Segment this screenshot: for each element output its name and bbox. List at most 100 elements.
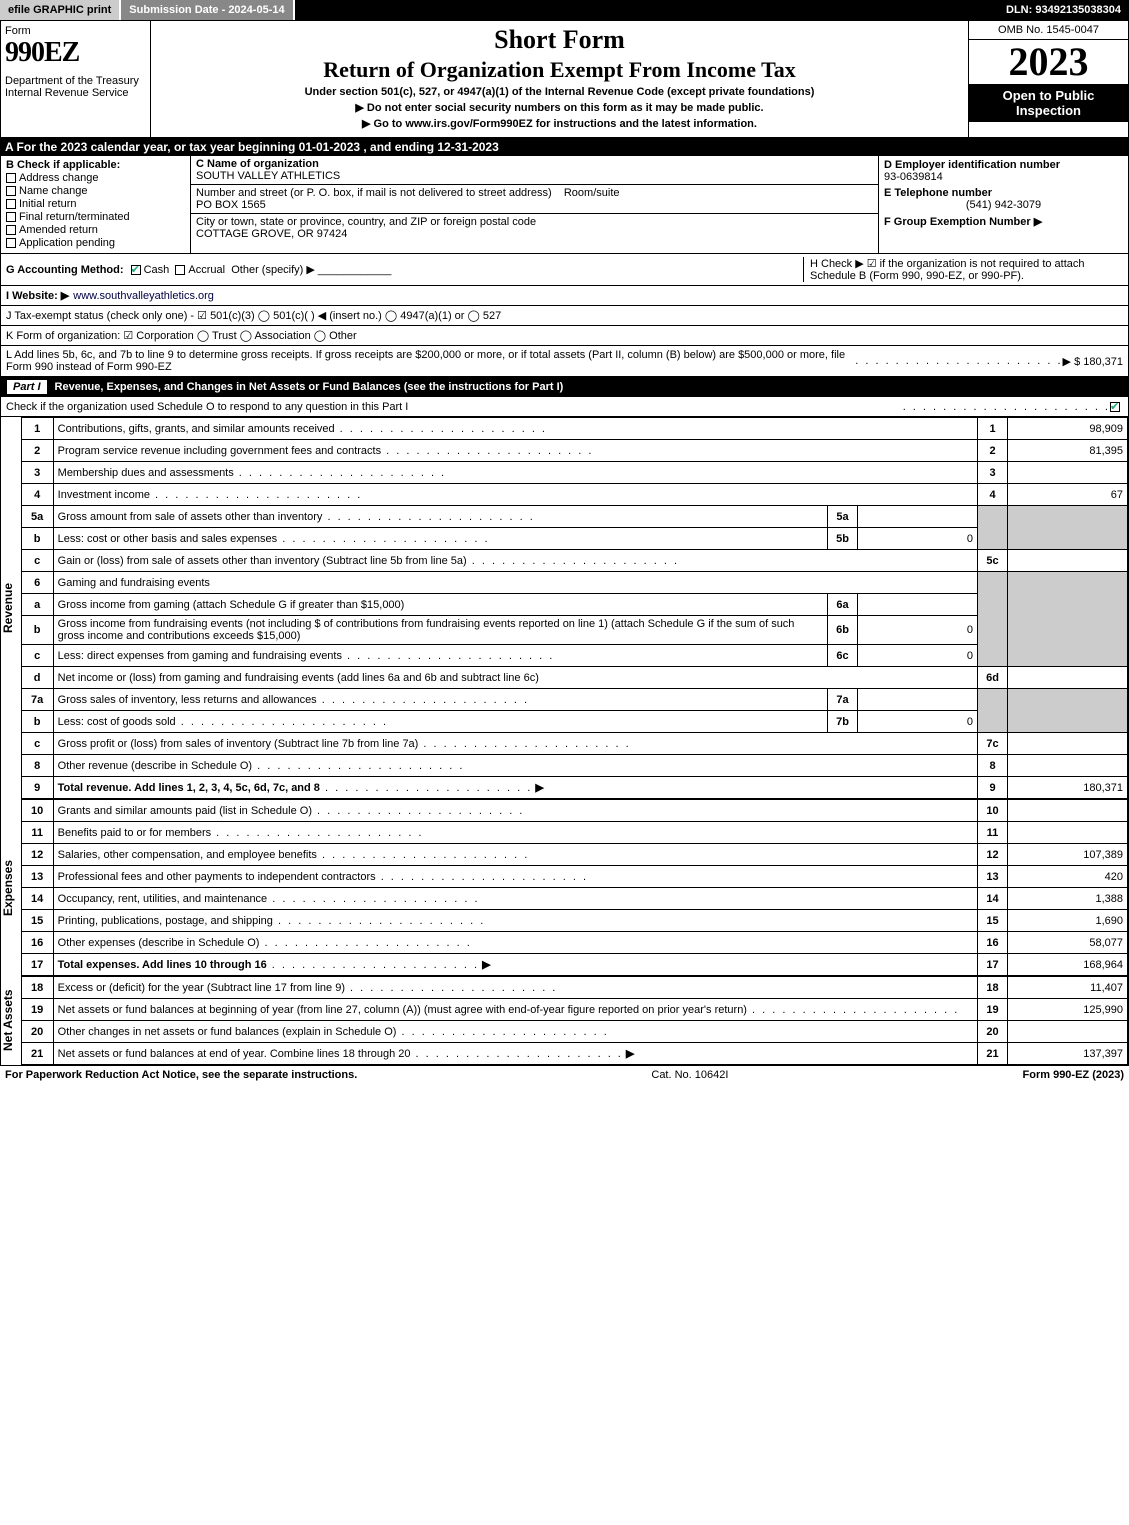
header-left: Form 990EZ Department of the Treasury In… <box>1 21 151 137</box>
line-6b: bGross income from fundraising events (n… <box>21 616 1127 645</box>
efile-print-button[interactable]: efile GRAPHIC print <box>0 0 121 20</box>
line-14: 14Occupancy, rent, utilities, and mainte… <box>21 888 1127 910</box>
line-5b: bLess: cost or other basis and sales exp… <box>21 528 1127 550</box>
addr-row: Number and street (or P. O. box, if mail… <box>191 185 878 214</box>
line-7b: bLess: cost of goods sold7b0 <box>21 711 1127 733</box>
omb-number: OMB No. 1545-0047 <box>969 21 1128 40</box>
line-10: 10Grants and similar amounts paid (list … <box>21 800 1127 822</box>
header-mid: Short Form Return of Organization Exempt… <box>151 21 968 137</box>
expenses-side-label: Expenses <box>1 799 21 976</box>
info-block: B Check if applicable: Address change Na… <box>1 156 1128 254</box>
header-right: OMB No. 1545-0047 2023 Open to Public In… <box>968 21 1128 137</box>
expenses-block: Expenses 10Grants and similar amounts pa… <box>1 799 1128 976</box>
city-row: City or town, state or province, country… <box>191 214 878 242</box>
chk-address-change[interactable]: Address change <box>6 172 185 184</box>
col-def: D Employer identification number 93-0639… <box>878 156 1128 253</box>
revenue-block: Revenue 1Contributions, gifts, grants, a… <box>1 417 1128 799</box>
submission-date: Submission Date - 2024-05-14 <box>121 0 294 20</box>
line-6c: cLess: direct expenses from gaming and f… <box>21 645 1127 667</box>
chk-final-return[interactable]: Final return/terminated <box>6 211 185 223</box>
addr: PO BOX 1565 <box>196 199 266 211</box>
expenses-table: 10Grants and similar amounts paid (list … <box>21 799 1128 976</box>
org-name-row: C Name of organization SOUTH VALLEY ATHL… <box>191 156 878 185</box>
line-18: 18Excess or (deficit) for the year (Subt… <box>21 977 1127 999</box>
goto-link[interactable]: ▶ Go to www.irs.gov/Form990EZ for instru… <box>157 117 962 130</box>
dln: DLN: 93492135038304 <box>998 0 1129 20</box>
form-container: Form 990EZ Department of the Treasury In… <box>0 20 1129 1066</box>
c-label: C Name of organization <box>196 158 319 170</box>
chk-accrual[interactable] <box>175 265 185 275</box>
line-20: 20Other changes in net assets or fund ba… <box>21 1021 1127 1043</box>
chk-cash[interactable] <box>131 265 141 275</box>
no-ssn: ▶ Do not enter social security numbers o… <box>157 101 962 114</box>
col-c: C Name of organization SOUTH VALLEY ATHL… <box>191 156 878 253</box>
footer-right: Form 990-EZ (2023) <box>1023 1069 1124 1081</box>
line-3: 3Membership dues and assessments3 <box>21 462 1127 484</box>
line-5c: cGain or (loss) from sale of assets othe… <box>21 550 1127 572</box>
return-title: Return of Organization Exempt From Incom… <box>157 57 962 83</box>
row-i: I Website: ▶ www.southvalleyathletics.or… <box>1 286 1128 306</box>
line-7a: 7aGross sales of inventory, less returns… <box>21 689 1127 711</box>
revenue-side-label: Revenue <box>1 417 21 799</box>
org-name: SOUTH VALLEY ATHLETICS <box>196 170 340 182</box>
chk-amended[interactable]: Amended return <box>6 224 185 236</box>
city: COTTAGE GROVE, OR 97424 <box>196 228 347 240</box>
d-label: D Employer identification number <box>884 159 1119 171</box>
form-header: Form 990EZ Department of the Treasury In… <box>1 21 1128 138</box>
netassets-side-label: Net Assets <box>1 976 21 1065</box>
footer: For Paperwork Reduction Act Notice, see … <box>0 1066 1129 1084</box>
row-l: L Add lines 5b, 6c, and 7b to line 9 to … <box>1 346 1128 377</box>
other-label: Other (specify) ▶ <box>231 264 315 276</box>
form-word: Form <box>5 25 146 37</box>
footer-mid: Cat. No. 10642I <box>357 1069 1022 1081</box>
col-b: B Check if applicable: Address change Na… <box>1 156 191 253</box>
line-9: 9Total revenue. Add lines 1, 2, 3, 4, 5c… <box>21 777 1127 799</box>
website-link[interactable]: www.southvalleyathletics.org <box>73 290 214 302</box>
line-7c: cGross profit or (loss) from sales of in… <box>21 733 1127 755</box>
f-label: F Group Exemption Number ▶ <box>884 215 1119 228</box>
line-6: 6Gaming and fundraising events <box>21 572 1127 594</box>
part-i-title: Revenue, Expenses, and Changes in Net As… <box>55 381 564 393</box>
phone: (541) 942-3079 <box>884 199 1123 211</box>
part-i-header: Part I Revenue, Expenses, and Changes in… <box>1 377 1128 397</box>
line-12: 12Salaries, other compensation, and empl… <box>21 844 1127 866</box>
line-16: 16Other expenses (describe in Schedule O… <box>21 932 1127 954</box>
h-text: H Check ▶ ☑ if the organization is not r… <box>803 257 1123 282</box>
line-15: 15Printing, publications, postage, and s… <box>21 910 1127 932</box>
addr-label: Number and street (or P. O. box, if mail… <box>196 187 552 199</box>
city-label: City or town, state or province, country… <box>196 216 536 228</box>
short-form-title: Short Form <box>157 25 962 55</box>
ein: 93-0639814 <box>884 171 1123 183</box>
spacer <box>295 0 998 20</box>
part-i-check: Check if the organization used Schedule … <box>1 397 1128 417</box>
i-label: I Website: ▶ <box>6 289 69 302</box>
footer-left: For Paperwork Reduction Act Notice, see … <box>5 1069 357 1081</box>
chk-initial-return[interactable]: Initial return <box>6 198 185 210</box>
cash-label: Cash <box>144 264 170 276</box>
line-a: A For the 2023 calendar year, or tax yea… <box>1 138 1128 156</box>
line-5a: 5aGross amount from sale of assets other… <box>21 506 1127 528</box>
row-k: K Form of organization: ☑ Corporation ◯ … <box>1 326 1128 346</box>
part-i-label: Part I <box>7 380 47 394</box>
row-j: J Tax-exempt status (check only one) - ☑… <box>1 306 1128 326</box>
line-2: 2Program service revenue including gover… <box>21 440 1127 462</box>
chk-name-change[interactable]: Name change <box>6 185 185 197</box>
line-6d: dNet income or (loss) from gaming and fu… <box>21 667 1127 689</box>
b-label: B Check if applicable: <box>6 159 181 171</box>
tax-year: 2023 <box>969 40 1128 84</box>
chk-pending[interactable]: Application pending <box>6 237 185 249</box>
accrual-label: Accrual <box>188 264 225 276</box>
line-4: 4Investment income467 <box>21 484 1127 506</box>
open-public: Open to Public Inspection <box>969 84 1128 122</box>
line-21: 21Net assets or fund balances at end of … <box>21 1043 1127 1065</box>
dept: Department of the Treasury Internal Reve… <box>5 75 146 99</box>
line-8: 8Other revenue (describe in Schedule O)8 <box>21 755 1127 777</box>
row-g-h: G Accounting Method: Cash Accrual Other … <box>1 254 1128 286</box>
g-label: G Accounting Method: <box>6 264 124 276</box>
top-bar: efile GRAPHIC print Submission Date - 20… <box>0 0 1129 20</box>
chk-schedule-o[interactable] <box>1110 402 1120 412</box>
e-label: E Telephone number <box>884 187 1119 199</box>
netassets-table: 18Excess or (deficit) for the year (Subt… <box>21 976 1128 1065</box>
line-17: 17Total expenses. Add lines 10 through 1… <box>21 954 1127 976</box>
room-label: Room/suite <box>564 187 620 199</box>
